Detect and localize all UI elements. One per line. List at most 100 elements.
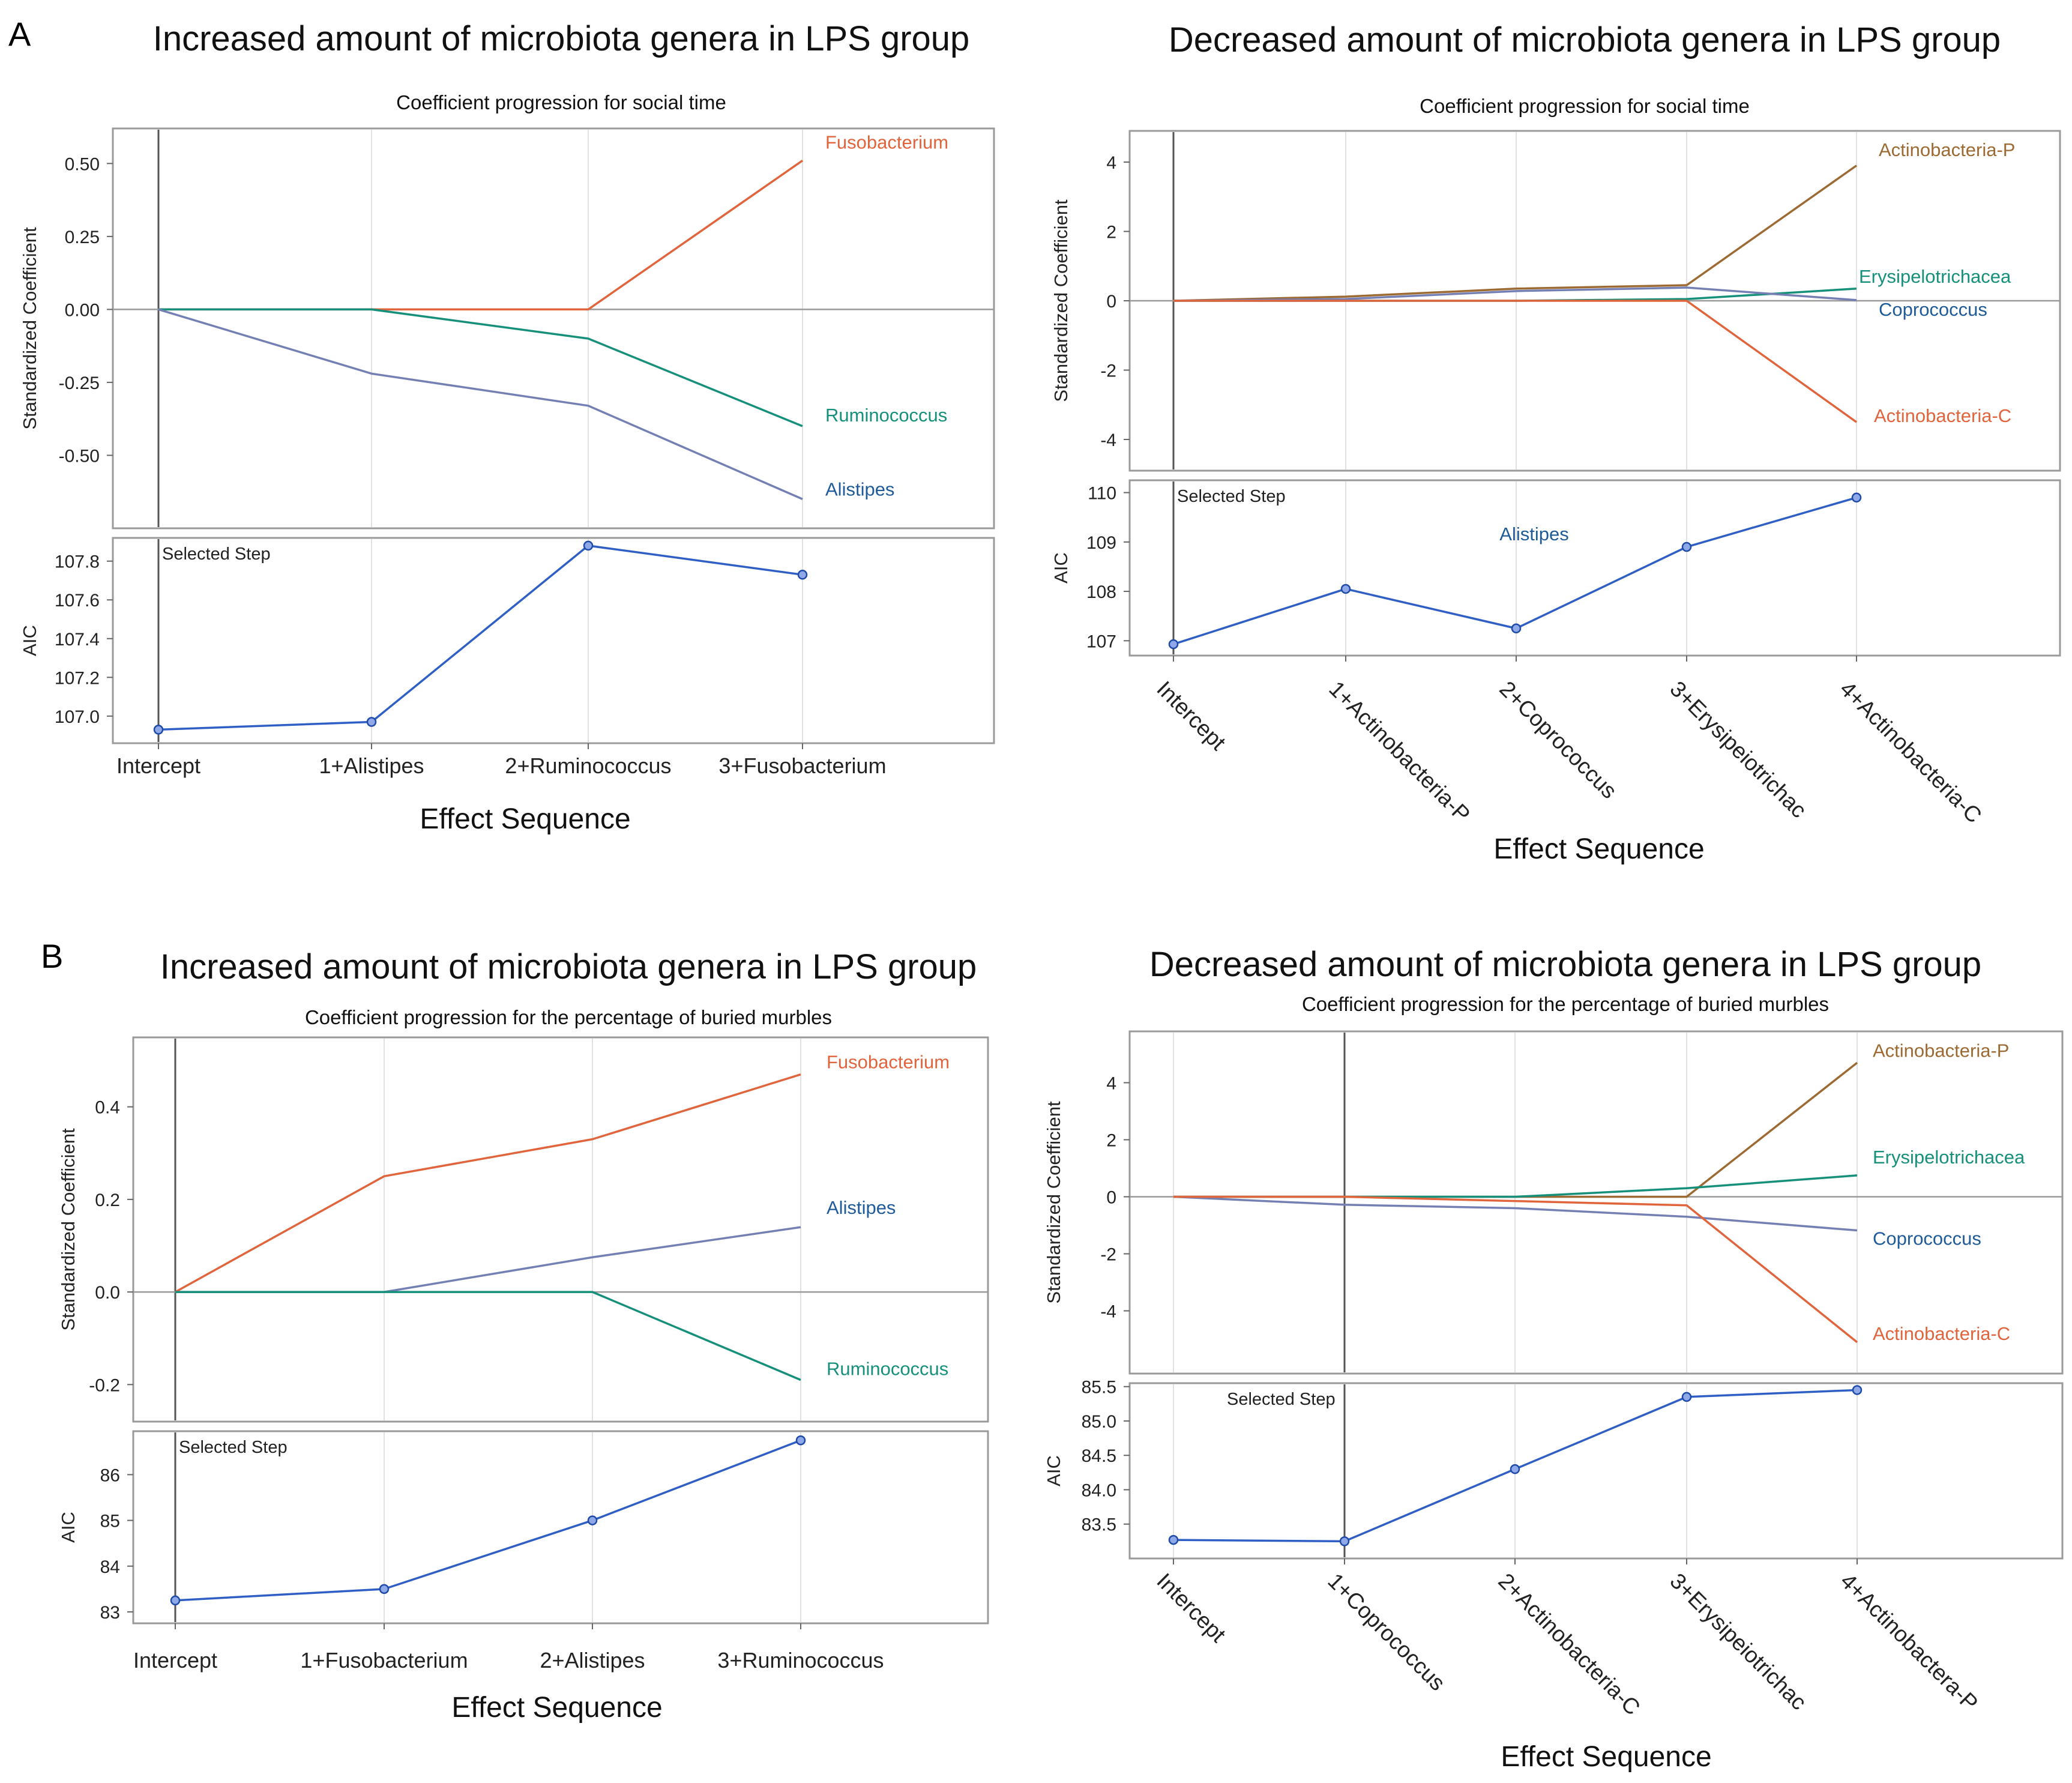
aic-tick-label: 107.6 (55, 591, 100, 611)
x-tick-label: 1+Alistipes (319, 753, 424, 778)
aic-point (1339, 1536, 1350, 1546)
chart-subtitle: Coefficient progression for the percenta… (1302, 993, 1829, 1015)
aic-tick-label: 84.0 (1082, 1480, 1116, 1500)
chart-a-decreased: Decreased amount of microbiota genera in… (1050, 20, 2061, 865)
aic-axis-label: AIC (19, 625, 40, 656)
aic-plot-frame (1128, 479, 2061, 657)
series-label-fusobacterium: Fusobacterium (825, 131, 948, 152)
x-tick-label: 2+Ruminococcus (505, 753, 671, 778)
y-tick-label: 0 (1106, 292, 1116, 312)
x-tick-label: 2+Alistipes (540, 1648, 645, 1673)
series-label-erysipelotrichacea: Erysipelotrichacea (1859, 266, 2011, 287)
aic-tick-label: 109 (1086, 533, 1116, 553)
aic-point (583, 540, 594, 551)
y-tick-label: -4 (1100, 430, 1116, 450)
coef-axis-label: Standardized Coefficient (1043, 1101, 1064, 1304)
aic-axis-label: AIC (1050, 552, 1071, 584)
y-tick-label: 0.2 (95, 1190, 120, 1210)
aic-tick-label: 84.5 (1082, 1446, 1116, 1466)
y-tick-label: 4 (1106, 1074, 1116, 1094)
chart-title: Decreased amount of microbiota genera in… (1149, 945, 1981, 984)
aic-tick-label: 107.8 (55, 552, 100, 572)
chart-subtitle: Coefficient progression for social time (396, 91, 726, 113)
series-line-ruminococcus (175, 1291, 801, 1381)
chart-subtitle: Coefficient progression for social time (1420, 95, 1750, 117)
chart-a-increased: Increased amount of microbiota genera in… (19, 19, 995, 835)
series-line-alistipes (158, 308, 803, 500)
chart-subtitle: Coefficient progression for the percenta… (305, 1006, 832, 1028)
aic-tick-label: 83.5 (1082, 1515, 1116, 1535)
x-axis-label: Effect Sequence (451, 1692, 662, 1724)
aic-point (153, 725, 164, 735)
aic-point (1340, 584, 1351, 594)
chart-b-increased: Increased amount of microbiota genera in… (58, 947, 989, 1724)
aic-point (366, 717, 377, 727)
coef-plot-frame (132, 1036, 989, 1423)
aic-axis-label: AIC (58, 1512, 79, 1543)
selected-label: Alistipes (1499, 523, 1568, 545)
aic-plot-frame (132, 1430, 989, 1625)
coef-axis-label: Standardized Coefficient (1050, 199, 1071, 402)
coef-axis-label: Standardized Coefficient (19, 227, 40, 430)
aic-tick-label: 108 (1086, 582, 1116, 602)
series-line-actinobacteria-p (1173, 164, 1858, 302)
series-label-fusobacterium: Fusobacterium (827, 1052, 950, 1073)
aic-tick-label: 107.4 (55, 630, 100, 650)
aic-point (797, 570, 808, 580)
y-tick-label: 4 (1106, 153, 1116, 173)
aic-point (795, 1435, 806, 1446)
y-tick-label: -2 (1100, 1245, 1116, 1265)
aic-point (1168, 639, 1179, 650)
aic-point (170, 1595, 181, 1606)
aic-tick-label: 83 (100, 1603, 120, 1623)
x-tick-label: Intercept (116, 753, 200, 778)
aic-point (1681, 542, 1692, 552)
x-axis-label: Effect Sequence (1501, 1741, 1711, 1773)
y-tick-label: -0.50 (59, 446, 100, 466)
y-tick-label: 0.25 (65, 228, 100, 247)
aic-plot-frame (1128, 1382, 2064, 1560)
aic-line (158, 545, 803, 731)
aic-point (1852, 1385, 1863, 1395)
y-tick-label: 0.4 (95, 1098, 120, 1118)
series-line-actinobacteria-c (1173, 300, 1858, 423)
series-line-fusobacterium (175, 1073, 801, 1293)
x-axis-label: Effect Sequence (1493, 833, 1704, 865)
aic-tick-label: 85.0 (1082, 1412, 1116, 1432)
series-line-coprococcus (1173, 1195, 1858, 1232)
aic-tick-label: 107 (1086, 632, 1116, 651)
selected-step-annotation: Selected Step (179, 1438, 288, 1457)
x-tick-label: 3+Fusobacterium (718, 753, 886, 778)
series-label-ruminococcus: Ruminococcus (825, 405, 947, 426)
aic-line (175, 1439, 801, 1602)
chart-title: Increased amount of microbiota genera in… (153, 19, 970, 58)
y-tick-label: 0.0 (95, 1283, 120, 1303)
x-tick-label: Intercept (133, 1648, 217, 1673)
aic-point (1681, 1392, 1692, 1402)
aic-plot-frame (112, 537, 995, 744)
y-tick-label: -4 (1100, 1302, 1116, 1322)
y-tick-label: -2 (1100, 361, 1116, 381)
x-axis-label: Effect Sequence (420, 803, 630, 835)
series-line-ruminococcus (158, 308, 803, 427)
series-label-coprococcus: Coprococcus (1879, 299, 1987, 320)
y-tick-label: -0.25 (59, 373, 100, 393)
y-tick-label: 0 (1106, 1188, 1116, 1208)
aic-point (1511, 623, 1522, 634)
series-label-alistipes: Alistipes (825, 478, 894, 499)
aic-tick-label: 107.0 (55, 707, 100, 727)
series-label-actinobacteria-c: Actinobacteria-C (1873, 1323, 2010, 1344)
y-tick-label: 2 (1106, 222, 1116, 242)
aic-tick-label: 84 (100, 1557, 120, 1577)
series-label-actinobacteria-p: Actinobacteria-P (1873, 1040, 2009, 1061)
series-label-ruminococcus: Ruminococcus (827, 1359, 948, 1380)
x-tick-label: 3+Ruminococcus (717, 1648, 884, 1673)
selected-step-annotation: Selected Step (1227, 1390, 1336, 1409)
y-tick-label: 0.00 (65, 300, 100, 320)
y-tick-label: 2 (1106, 1131, 1116, 1151)
series-label-actinobacteria-c: Actinobacteria-C (1874, 405, 2011, 426)
aic-tick-label: 85.5 (1082, 1378, 1116, 1398)
aic-point (587, 1515, 598, 1525)
aic-point (1510, 1464, 1520, 1474)
